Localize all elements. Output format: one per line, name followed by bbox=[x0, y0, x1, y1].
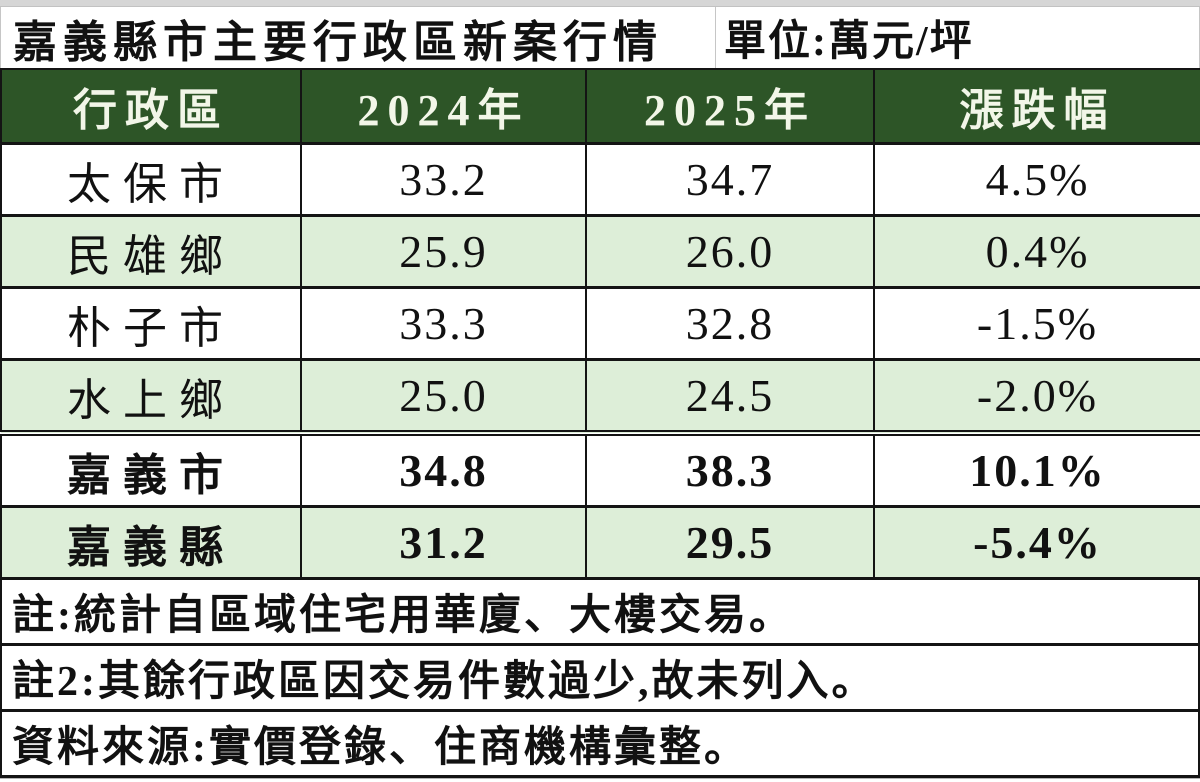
change-cell: -5.4% bbox=[873, 505, 1200, 580]
unit-label: 單位:萬元/坪 bbox=[724, 19, 974, 65]
footnote-2: 註2:其餘行政區因交易件數過少,故未列入。 bbox=[0, 646, 1200, 712]
change-cell: 4.5% bbox=[873, 142, 1200, 216]
price-table: 行政區 2024年 2025年 漲跌幅 太保市 33.2 34.7 4.5% 民… bbox=[0, 68, 1200, 580]
source-note: 資料來源:實價登錄、住商機構彙整。 bbox=[0, 712, 1200, 778]
header-row: 行政區 2024年 2025年 漲跌幅 bbox=[0, 68, 1200, 145]
table-row: 太保市 33.2 34.7 4.5% bbox=[0, 142, 1200, 216]
district-cell: 朴子市 bbox=[0, 286, 302, 360]
change-cell: -2.0% bbox=[873, 358, 1200, 433]
table-row-summary: 嘉義市 34.8 38.3 10.1% bbox=[0, 430, 1200, 507]
change-cell: 0.4% bbox=[873, 214, 1200, 288]
page-title: 嘉義縣市主要行政區新案行情 bbox=[1, 7, 716, 68]
district-cell: 民雄鄉 bbox=[0, 214, 302, 288]
change-cell: -1.5% bbox=[873, 286, 1200, 360]
title-band: 嘉義縣市主要行政區新案行情 單位:萬元/坪 bbox=[0, 7, 1200, 68]
value-2025-cell: 26.0 bbox=[585, 214, 875, 288]
district-cell: 水上鄉 bbox=[0, 358, 302, 433]
column-header-2025: 2025年 bbox=[585, 68, 875, 145]
value-2024-cell: 25.9 bbox=[300, 214, 587, 288]
value-2025-cell: 32.8 bbox=[585, 286, 875, 360]
bottom-gridline-strip bbox=[0, 778, 1200, 782]
value-2024-cell: 33.3 bbox=[300, 286, 587, 360]
district-cell: 嘉義縣 bbox=[0, 505, 302, 580]
district-cell: 嘉義市 bbox=[0, 430, 302, 507]
value-2024-cell: 33.2 bbox=[300, 142, 587, 216]
top-gridline-strip bbox=[0, 0, 1200, 7]
table-row: 朴子市 33.3 32.8 -1.5% bbox=[0, 286, 1200, 360]
value-2024-cell: 25.0 bbox=[300, 358, 587, 433]
value-2024-cell: 31.2 bbox=[300, 505, 587, 580]
value-2025-cell: 38.3 bbox=[585, 430, 875, 507]
footnote-1: 註:統計自區域住宅用華廈、大樓交易。 bbox=[0, 580, 1200, 646]
table-row: 水上鄉 25.0 24.5 -2.0% bbox=[0, 358, 1200, 433]
column-header-2024: 2024年 bbox=[300, 68, 587, 145]
column-header-district: 行政區 bbox=[0, 68, 302, 145]
column-header-change: 漲跌幅 bbox=[873, 68, 1200, 145]
table-row-summary: 嘉義縣 31.2 29.5 -5.4% bbox=[0, 505, 1200, 580]
change-cell: 10.1% bbox=[873, 430, 1200, 507]
value-2025-cell: 34.7 bbox=[585, 142, 875, 216]
value-2025-cell: 24.5 bbox=[585, 358, 875, 433]
table-row: 民雄鄉 25.9 26.0 0.4% bbox=[0, 214, 1200, 288]
value-2024-cell: 34.8 bbox=[300, 430, 587, 507]
value-2025-cell: 29.5 bbox=[585, 505, 875, 580]
district-cell: 太保市 bbox=[0, 142, 302, 216]
